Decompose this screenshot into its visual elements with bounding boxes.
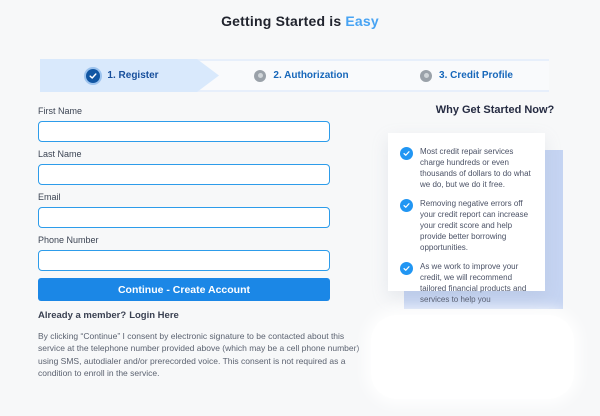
benefit-text: Removing negative errors off your credit… (420, 199, 529, 252)
step-radio-icon (420, 69, 433, 82)
last-name-field-group: Last Name (38, 149, 330, 185)
page-title-prefix: Getting Started is (221, 13, 342, 29)
benefit-text: As we work to improve your credit, we wi… (420, 262, 527, 304)
benefit-item: Most credit repair services charge hundr… (400, 146, 534, 190)
page-title: Getting Started is Easy (0, 13, 600, 29)
benefit-item: Removing negative errors off your credit… (400, 198, 534, 253)
check-circle-icon (400, 147, 413, 160)
check-circle-icon (400, 199, 413, 212)
benefits-heading: Why Get Started Now? (435, 104, 555, 116)
last-name-input[interactable] (38, 164, 330, 185)
benefit-item: As we work to improve your credit, we wi… (400, 261, 534, 305)
page-title-accent: Easy (345, 13, 379, 29)
continue-create-account-button[interactable]: Continue - Create Account (38, 278, 330, 301)
email-label: Email (38, 192, 61, 202)
first-name-label: First Name (38, 106, 83, 116)
first-name-input[interactable] (38, 121, 330, 142)
step-credit-profile-label: 3. Credit Profile (439, 70, 513, 81)
stepper: 1. Register 2. Authorization 3. Credit P… (40, 59, 549, 92)
benefits-card: Most credit repair services charge hundr… (388, 133, 545, 304)
login-here-link[interactable]: Login Here (129, 310, 179, 321)
step-check-icon (86, 69, 100, 83)
phone-number-field-group: Phone Number (38, 235, 330, 271)
step-radio-icon (254, 69, 267, 82)
benefit-text: Most credit repair services charge hundr… (420, 147, 531, 189)
check-circle-icon (400, 262, 413, 275)
step-authorization[interactable]: 2. Authorization (219, 61, 384, 90)
login-prompt: Already a member? (38, 310, 127, 321)
first-name-field-group: First Name (38, 106, 330, 142)
register-form: First Name Last Name Email Phone Number … (38, 106, 359, 388)
phone-number-label: Phone Number (38, 235, 99, 245)
step-credit-profile[interactable]: 3. Credit Profile (384, 61, 549, 90)
step-register-label: 1. Register (107, 70, 159, 81)
email-input[interactable] (38, 207, 330, 228)
login-line: Already a member? Login Here (38, 310, 330, 321)
phone-number-input[interactable] (38, 250, 330, 271)
step-register[interactable]: 1. Register (40, 59, 219, 92)
decorative-card (371, 315, 574, 399)
last-name-label: Last Name (38, 149, 82, 159)
consent-disclaimer: By clicking “Continue” I consent by elec… (38, 331, 360, 378)
step-authorization-label: 2. Authorization (273, 70, 349, 81)
email-field-group: Email (38, 192, 330, 228)
